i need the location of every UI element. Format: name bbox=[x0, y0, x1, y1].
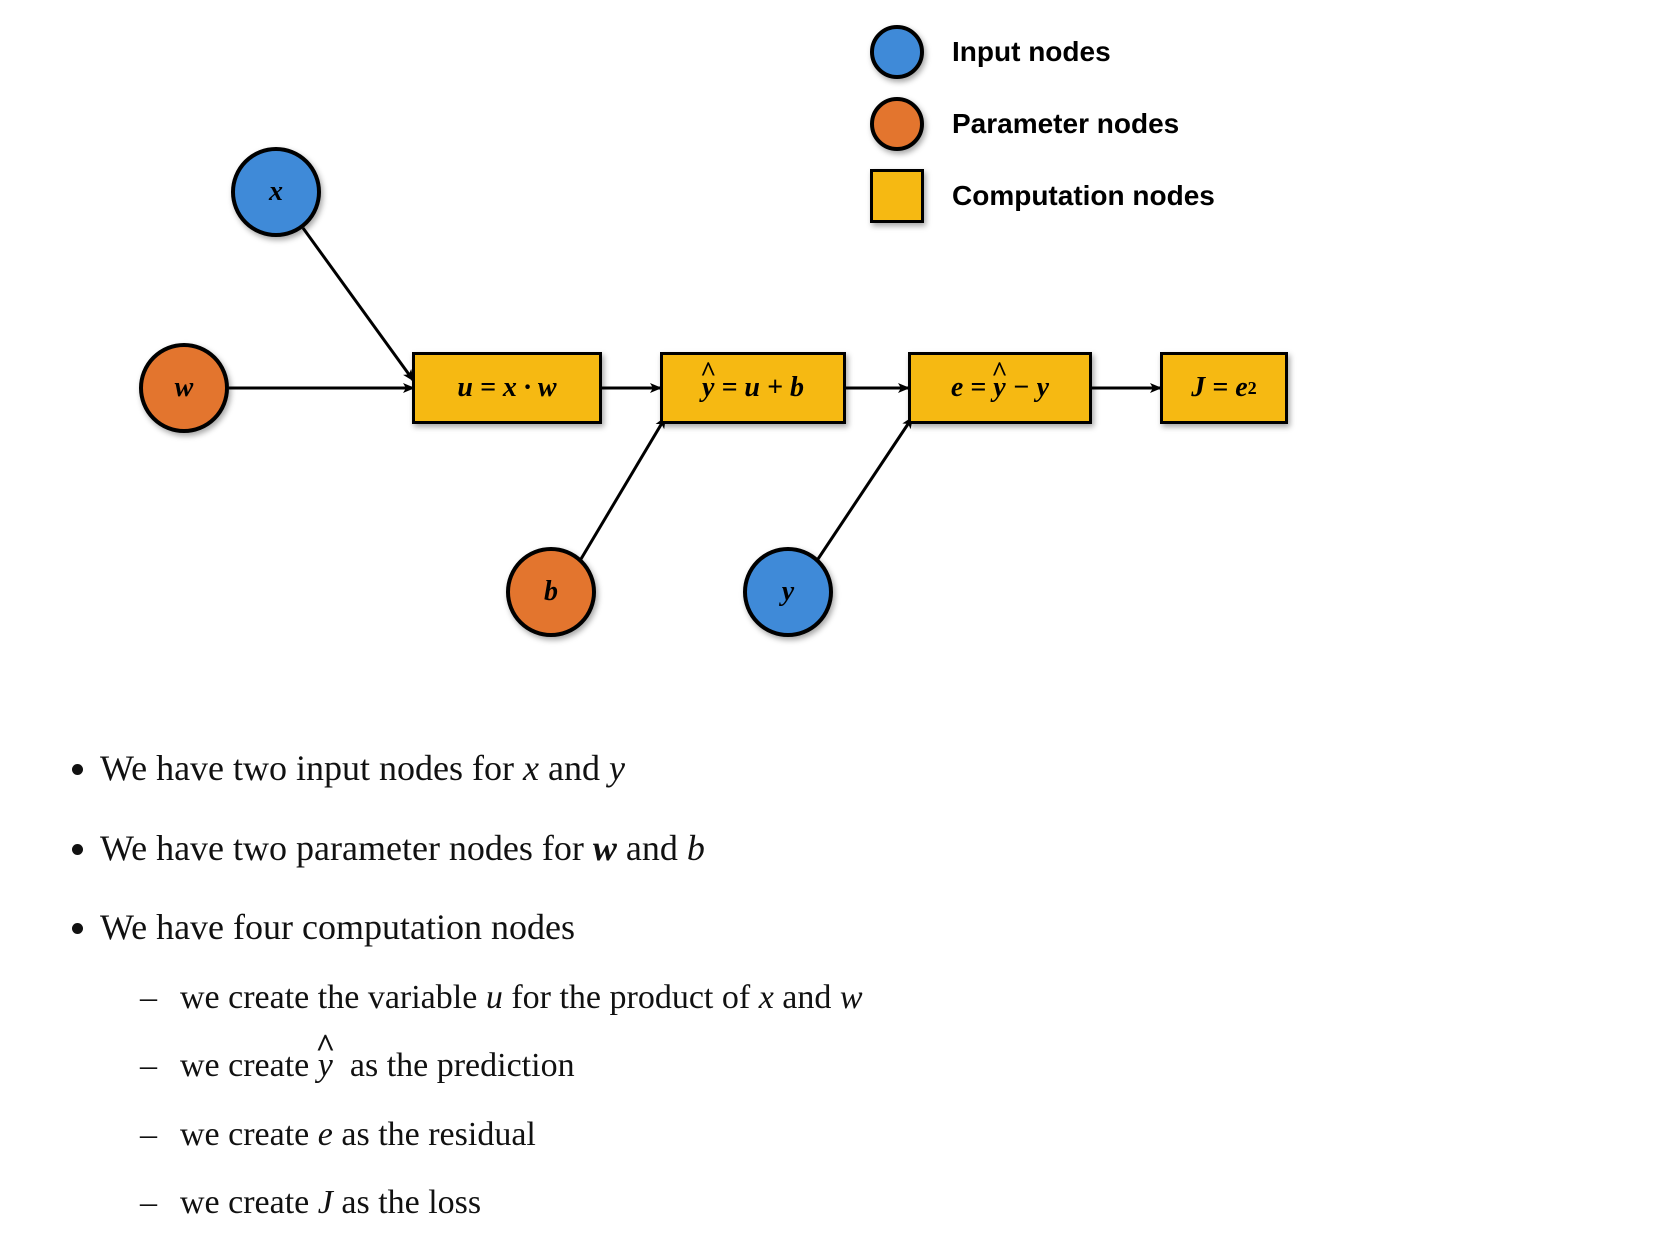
node-b: b bbox=[506, 547, 596, 637]
legend-circle-icon bbox=[870, 97, 924, 151]
node-x: x bbox=[231, 147, 321, 237]
node-J: J = e2 bbox=[1160, 352, 1288, 424]
bullet-2-sub-1: we create y as the prediction bbox=[180, 1039, 1570, 1093]
edge-from-y bbox=[818, 418, 912, 559]
legend-row-2: Computation nodes bbox=[870, 169, 1215, 223]
page: x w b y u = x · w y = u + b e = y − y J = e2 In… bbox=[0, 0, 1654, 1180]
legend-square-icon bbox=[870, 169, 924, 223]
bullet-1: We have two parameter nodes for w and b bbox=[100, 820, 1570, 878]
node-u: u = x · w bbox=[412, 352, 602, 424]
node-yhat: y = u + b bbox=[660, 352, 846, 424]
legend-row-0: Input nodes bbox=[870, 25, 1215, 79]
node-w: w bbox=[139, 343, 229, 433]
legend-label: Input nodes bbox=[952, 36, 1111, 68]
legend: Input nodes Parameter nodes Computation no… bbox=[870, 25, 1215, 223]
legend-label: Computation nodes bbox=[952, 180, 1215, 212]
legend-circle-icon bbox=[870, 25, 924, 79]
legend-row-1: Parameter nodes bbox=[870, 97, 1215, 151]
node-e: e = y − y bbox=[908, 352, 1092, 424]
description-text: We have two input nodes for x and y We ha… bbox=[70, 740, 1570, 1252]
legend-label: Parameter nodes bbox=[952, 108, 1179, 140]
bullet-0: We have two input nodes for x and y bbox=[100, 740, 1570, 798]
bullet-2-sub-2: we create e as the residual bbox=[180, 1108, 1570, 1162]
bullet-2-sub-3: we create J as the loss bbox=[180, 1176, 1570, 1230]
edge-from-x bbox=[303, 228, 413, 380]
edge-from-b bbox=[581, 418, 665, 559]
bullet-2: We have four computation nodeswe create … bbox=[100, 899, 1570, 1230]
bullet-2-sub-0: we create the variable u for the product… bbox=[180, 971, 1570, 1025]
node-y: y bbox=[743, 547, 833, 637]
